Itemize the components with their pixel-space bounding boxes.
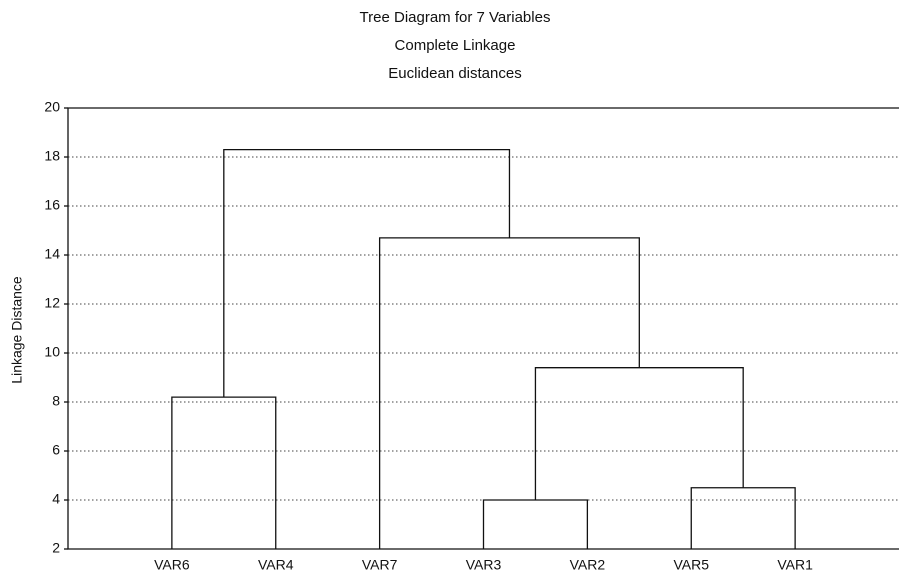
dendrogram-link [378,237,640,549]
x-tick-label: VAR5 [673,557,709,573]
dendrogram-link [482,499,589,549]
y-tick-label: 14 [44,246,60,262]
y-tick-label: 20 [44,99,60,115]
y-axis-label: Linkage Distance [9,276,25,384]
x-tick-label: VAR6 [154,557,190,573]
y-tick-label: 4 [52,491,60,507]
y-tick-label: 12 [44,295,60,311]
x-tick-label: VAR4 [258,557,294,573]
x-tick-label: VAR2 [570,557,606,573]
y-tick-label: 6 [52,442,60,458]
x-tick-label: VAR3 [466,557,502,573]
dendrogram-link [690,487,796,549]
axis-frame [67,107,899,550]
chart-subtitle: Complete Linkage [395,37,516,54]
dendrogram-link [171,396,277,549]
chart-subtitle: Euclidean distances [388,65,521,82]
chart-title: Tree Diagram for 7 Variables [360,9,551,26]
y-tick-label: 8 [52,393,60,409]
dendrogram-link [534,367,744,500]
y-tick-label: 2 [52,540,60,556]
dendrogram-link [223,149,511,398]
y-tick-label: 10 [44,344,60,360]
y-tick-label: 16 [44,197,60,213]
x-tick-label: VAR7 [362,557,398,573]
x-tick-label: VAR1 [777,557,813,573]
y-tick-label: 18 [44,148,60,164]
